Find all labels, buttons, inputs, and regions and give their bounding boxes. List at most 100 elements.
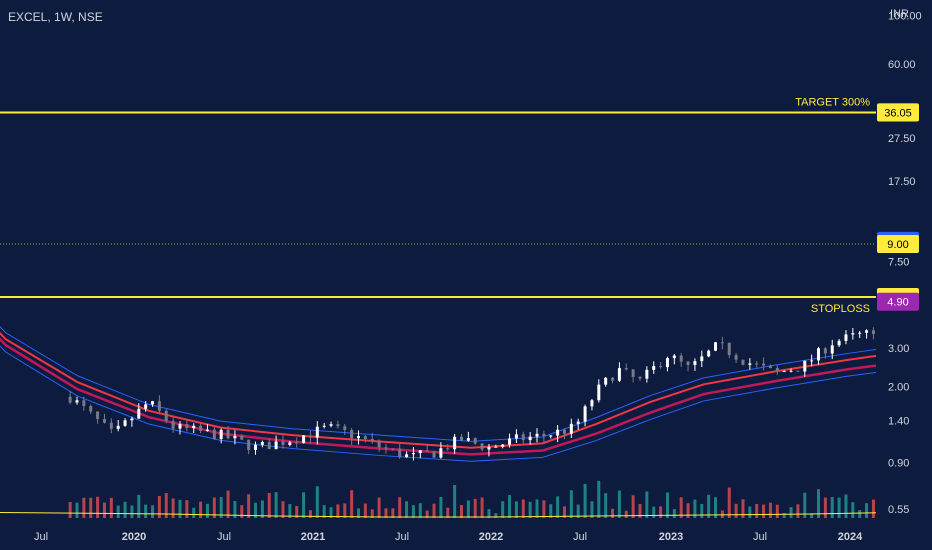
candle-body-94 [714, 342, 718, 351]
y-tick-label-1: 60.00 [888, 59, 916, 71]
candle-body-4 [96, 411, 100, 420]
volume-bar-30 [274, 492, 278, 518]
candle-body-101 [762, 363, 766, 366]
candle-body-58 [466, 438, 470, 441]
level-labels: 36.2036.059.309.005.154.90 [877, 103, 919, 311]
candle-body-29 [267, 442, 271, 450]
candle-body-110 [823, 348, 827, 354]
volume-bar-80 [617, 490, 621, 518]
candle-body-43 [363, 436, 367, 439]
volume-bar-99 [748, 506, 752, 518]
y-tick-label-9: 0.55 [888, 504, 909, 516]
candle-body-24 [233, 435, 237, 439]
candle-body-70 [549, 435, 553, 437]
volume-bar-34 [302, 492, 306, 518]
y-tick-label-3: 17.50 [888, 176, 916, 188]
candle-body-75 [583, 406, 587, 422]
candle-body-61 [487, 447, 491, 450]
candle-body-34 [302, 435, 306, 443]
volume-bar-98 [741, 499, 745, 518]
volume-bar-69 [542, 500, 546, 518]
volume-bar-59 [473, 498, 477, 518]
volume-bar-33 [295, 506, 299, 518]
candle-body-98 [741, 359, 745, 365]
volume-bar-3 [89, 497, 93, 518]
volume-bar-68 [535, 499, 539, 518]
price-label-3: 9.00 [887, 239, 908, 251]
candle-body-76 [590, 400, 594, 407]
candle-body-89 [679, 355, 683, 362]
volume-bar-72 [562, 506, 566, 518]
candle-body-16 [178, 423, 182, 429]
ema-slow-upper-line [0, 326, 932, 442]
candle-body-26 [247, 439, 251, 451]
candle-body-10 [137, 408, 141, 419]
candle-body-72 [562, 429, 566, 434]
volume-bar-40 [343, 503, 347, 518]
candle-body-102 [768, 365, 772, 369]
candle-body-40 [343, 426, 347, 430]
candle-body-97 [734, 355, 738, 360]
volume-bar-12 [151, 505, 155, 518]
candle-body-87 [665, 358, 669, 368]
x-tick-label-3: 2021 [301, 531, 325, 543]
candle-body-22 [219, 429, 223, 440]
volume-bar-11 [144, 504, 148, 518]
candle-body-112 [837, 340, 841, 346]
volume-bar-73 [569, 490, 573, 518]
volume-bar-47 [391, 508, 395, 518]
price-axis-panel[interactable] [876, 0, 932, 550]
volume-bar-7 [116, 505, 120, 518]
volume-bar-43 [363, 503, 367, 518]
candle-body-19 [199, 425, 203, 431]
volume-bar-42 [357, 508, 361, 518]
volume-bar-75 [583, 483, 587, 518]
time-axis: Jul 2020 Jul 2021 Jul 2022 Jul 2023 Jul 2024 [34, 531, 863, 543]
volume-bar-4 [96, 496, 100, 518]
volume-bar-70 [549, 504, 553, 518]
candle-body-17 [185, 423, 189, 429]
volume-bar-1 [75, 502, 79, 518]
ema-slow-lower-line [0, 345, 932, 462]
volume-bar-55 [446, 507, 450, 518]
volume-bar-97 [734, 503, 738, 518]
volume-bar-74 [576, 504, 580, 518]
candle-body-86 [659, 366, 663, 368]
candle-body-54 [439, 448, 443, 458]
volume-bar-117 [871, 499, 875, 518]
candle-body-83 [638, 376, 642, 379]
candle-body-30 [274, 441, 278, 450]
volume-bar-49 [405, 501, 409, 518]
candle-body-108 [810, 360, 814, 362]
volume-bar-86 [659, 506, 663, 518]
price-label-bg-5 [877, 292, 919, 311]
candle-body-18 [192, 425, 196, 429]
candle-body-20 [205, 429, 209, 431]
volume-bar-51 [418, 503, 422, 518]
candle-body-96 [727, 342, 731, 356]
volume-bar-45 [377, 497, 381, 518]
candle-body-78 [604, 377, 608, 385]
candle-body-116 [865, 330, 869, 333]
volume-bar-56 [453, 485, 457, 518]
candle-body-38 [329, 424, 333, 426]
volume-bar-9 [130, 505, 134, 518]
price-label-bg-3 [877, 235, 919, 254]
time-axis-panel[interactable] [0, 522, 876, 550]
volume-bar-116 [865, 503, 869, 518]
candle-body-53 [432, 451, 436, 458]
volume-bar-54 [439, 496, 443, 518]
candle-body-27 [254, 444, 258, 451]
volume-bar-106 [796, 504, 800, 518]
volume-bar-102 [768, 502, 772, 518]
candle-body-41 [350, 429, 354, 439]
volume-bar-67 [528, 501, 532, 518]
volume-bar-113 [844, 494, 848, 518]
volume-bar-91 [693, 499, 697, 518]
candle-body-111 [830, 345, 834, 354]
candle-body-14 [164, 410, 168, 421]
candle-body-55 [446, 448, 450, 450]
volume-bar-37 [322, 505, 326, 518]
volume-bar-71 [556, 496, 560, 518]
